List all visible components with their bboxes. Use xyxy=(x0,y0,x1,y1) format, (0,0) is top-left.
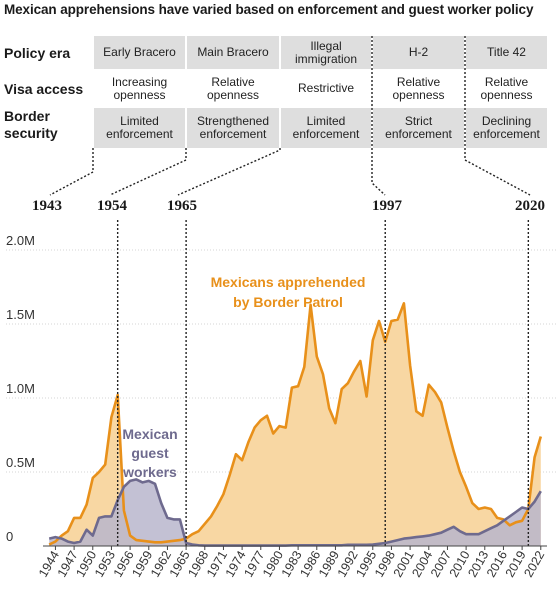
year-label-1943: 1943 xyxy=(32,198,62,214)
era-cell-name-5: Title 42 xyxy=(466,36,547,69)
series-label-apprehended: Mexicans apprehended by Border Patrol xyxy=(211,274,366,310)
area-guest-workers xyxy=(49,479,541,546)
era-cell-security-1: Limited enforcement xyxy=(94,108,185,148)
era-cell-name-2: Main Bracero xyxy=(187,36,279,69)
chart-title: Mexican apprehensions have varied based … xyxy=(4,2,534,17)
y-tick-label: 0.5M xyxy=(6,455,35,470)
line-apprehended xyxy=(48,302,543,546)
row-label-border-security: Border security xyxy=(4,108,58,141)
row-label-policy-era: Policy era xyxy=(4,45,71,61)
year-label-1997: 1997 xyxy=(372,198,402,214)
era-cell-security-4: Strict enforcement xyxy=(373,108,464,148)
era-cell-name-1: Early Bracero xyxy=(94,36,185,69)
area-apprehended xyxy=(49,303,541,546)
year-label-2020: 2020 xyxy=(515,198,545,214)
y-tick-label: 1.0M xyxy=(6,381,35,396)
era-cell-security-5: Declining enforcement xyxy=(466,108,547,148)
era-connector xyxy=(464,36,531,196)
year-label-1954: 1954 xyxy=(97,198,127,214)
series-areas xyxy=(48,302,543,547)
era-connector xyxy=(177,148,281,196)
era-cell-security-2: Strengthened enforcement xyxy=(187,108,279,148)
axis-labels: 00.5M1.0M1.5M2.0M19441947195019531956195… xyxy=(6,233,547,580)
y-tick-label: 0 xyxy=(6,529,13,544)
era-cell-visa-4: Relative openness xyxy=(392,74,445,102)
era-cell-visa-3: Restrictive xyxy=(297,81,354,95)
era-cell-security-3: Limited enforcement xyxy=(281,108,371,148)
series-label-guest-workers: Mexican guest workers xyxy=(122,426,177,480)
y-tick-label: 1.5M xyxy=(6,307,35,322)
year-label-1965: 1965 xyxy=(167,198,197,214)
era-connector xyxy=(371,36,386,196)
era-connector xyxy=(109,148,187,196)
era-cell-name-4: H-2 xyxy=(373,36,464,69)
y-tick-label: 2.0M xyxy=(6,233,35,248)
y-gridlines xyxy=(6,249,557,473)
era-connector-lines xyxy=(49,36,531,196)
row-label-visa-access: Visa access xyxy=(4,81,84,97)
line-guest-workers xyxy=(48,478,542,547)
era-cell-name-3: Illegal immigration xyxy=(281,36,371,69)
era-cell-visa-5: Relative openness xyxy=(480,74,533,102)
x-tick-label: 2022 xyxy=(521,548,547,579)
era-connector xyxy=(49,148,94,196)
era-cell-visa-1: Increasing openness xyxy=(111,74,168,102)
era-cell-visa-2: Relative openness xyxy=(206,74,260,102)
